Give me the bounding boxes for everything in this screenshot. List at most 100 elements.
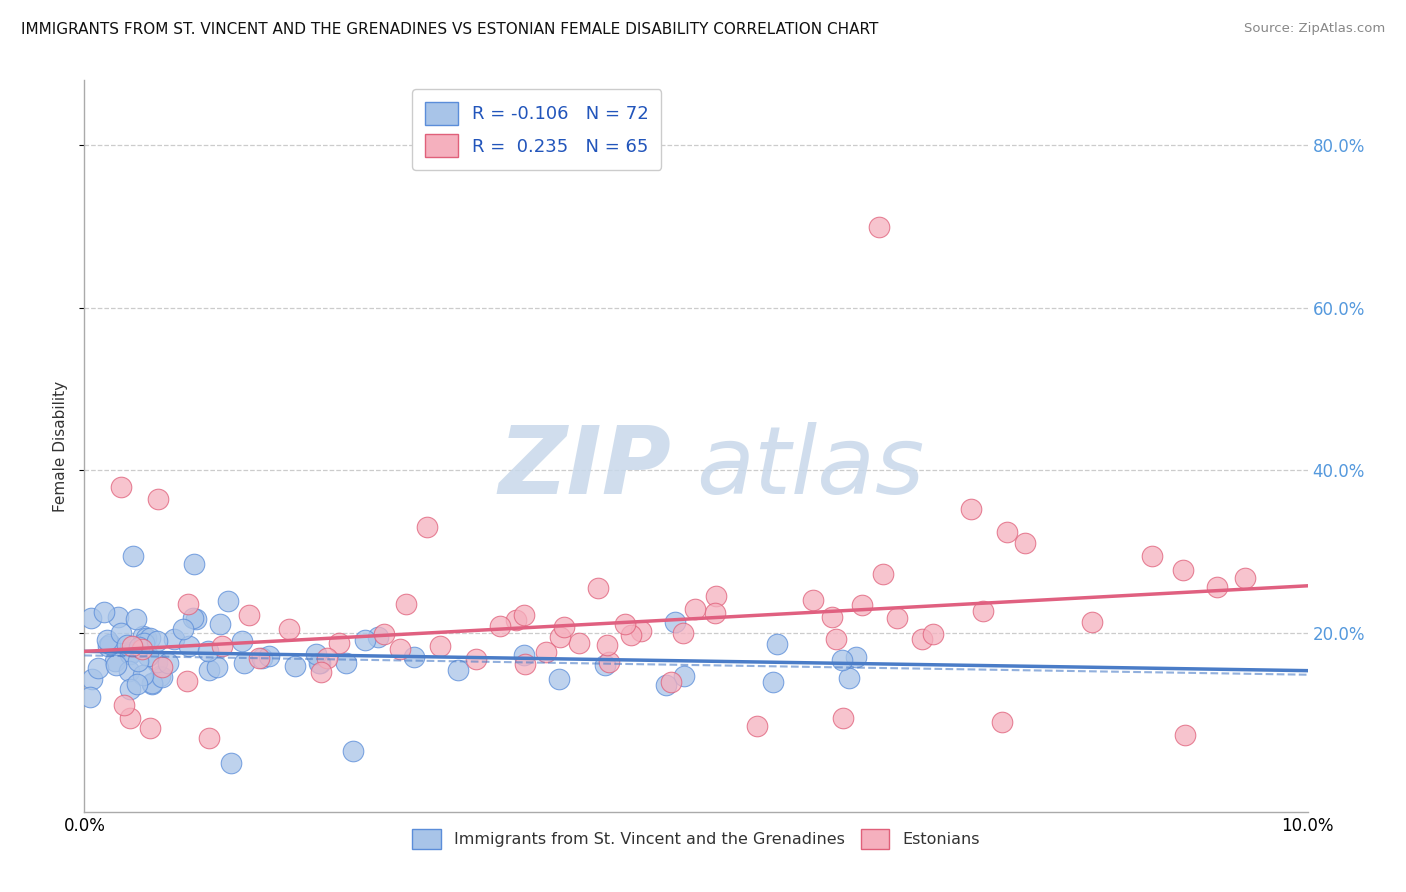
Point	[672, 626, 695, 640]
Point	[762, 675, 785, 690]
Point	[118, 664, 141, 678]
Point	[176, 674, 198, 689]
Point	[766, 636, 789, 650]
Point	[1206, 580, 1229, 594]
Point	[630, 624, 652, 639]
Point	[146, 633, 169, 648]
Point	[131, 642, 153, 657]
Point	[801, 593, 824, 607]
Point	[373, 627, 395, 641]
Point	[703, 606, 725, 620]
Point	[548, 672, 571, 686]
Point	[354, 632, 377, 647]
Point	[548, 630, 571, 644]
Point	[198, 731, 221, 745]
Legend: Immigrants from St. Vincent and the Grenadines, Estonians: Immigrants from St. Vincent and the Gren…	[406, 822, 986, 855]
Point	[872, 567, 894, 582]
Point	[328, 636, 350, 650]
Point	[112, 698, 135, 712]
Point	[513, 648, 536, 662]
Point	[219, 756, 242, 770]
Point	[1173, 563, 1195, 577]
Point	[845, 649, 868, 664]
Point	[284, 659, 307, 673]
Point	[146, 655, 169, 669]
Point	[305, 647, 328, 661]
Text: Source: ZipAtlas.com: Source: ZipAtlas.com	[1244, 22, 1385, 36]
Point	[512, 607, 534, 622]
Point	[598, 655, 620, 669]
Point	[232, 657, 254, 671]
Point	[991, 715, 1014, 730]
Point	[447, 663, 470, 677]
Point	[311, 665, 333, 679]
Point	[211, 639, 233, 653]
Point	[922, 626, 945, 640]
Point	[132, 630, 155, 644]
Point	[869, 219, 891, 234]
Point	[342, 744, 364, 758]
Point	[93, 605, 115, 619]
Point	[595, 658, 617, 673]
Point	[205, 660, 228, 674]
Point	[505, 614, 527, 628]
Point	[747, 719, 769, 733]
Point	[960, 502, 983, 516]
Point	[149, 669, 172, 683]
Point	[125, 677, 148, 691]
Point	[128, 640, 150, 654]
Point	[367, 630, 389, 644]
Point	[404, 649, 426, 664]
Point	[172, 623, 194, 637]
Point	[972, 604, 994, 618]
Point	[132, 668, 155, 682]
Point	[197, 663, 219, 677]
Point	[824, 632, 846, 646]
Point	[122, 549, 145, 563]
Point	[429, 639, 451, 653]
Point	[831, 652, 853, 666]
Point	[838, 671, 860, 685]
Point	[177, 597, 200, 611]
Point	[156, 657, 179, 671]
Point	[80, 611, 103, 625]
Point	[134, 635, 156, 649]
Point	[115, 638, 138, 652]
Point	[136, 649, 159, 664]
Point	[104, 654, 127, 668]
Point	[141, 676, 163, 690]
Point	[79, 690, 101, 704]
Point	[515, 657, 537, 672]
Point	[886, 611, 908, 625]
Point	[163, 632, 186, 646]
Point	[184, 612, 207, 626]
Point	[87, 661, 110, 675]
Point	[141, 676, 163, 690]
Point	[613, 617, 636, 632]
Point	[659, 675, 682, 690]
Point	[98, 637, 121, 651]
Point	[1174, 727, 1197, 741]
Point	[664, 615, 686, 630]
Point	[120, 644, 142, 658]
Point	[911, 632, 934, 646]
Point	[315, 651, 337, 665]
Point	[179, 639, 201, 653]
Point	[121, 639, 143, 653]
Point	[139, 631, 162, 645]
Point	[568, 636, 591, 650]
Point	[416, 520, 439, 534]
Point	[596, 639, 619, 653]
Point	[389, 642, 412, 657]
Point	[107, 610, 129, 624]
Point	[104, 658, 127, 673]
Point	[247, 650, 270, 665]
Y-axis label: Female Disability: Female Disability	[52, 380, 67, 512]
Point	[150, 670, 173, 684]
Point	[995, 524, 1018, 539]
Point	[209, 617, 232, 632]
Point	[308, 656, 330, 670]
Text: ZIP: ZIP	[499, 422, 672, 514]
Point	[135, 631, 157, 645]
Point	[238, 608, 260, 623]
